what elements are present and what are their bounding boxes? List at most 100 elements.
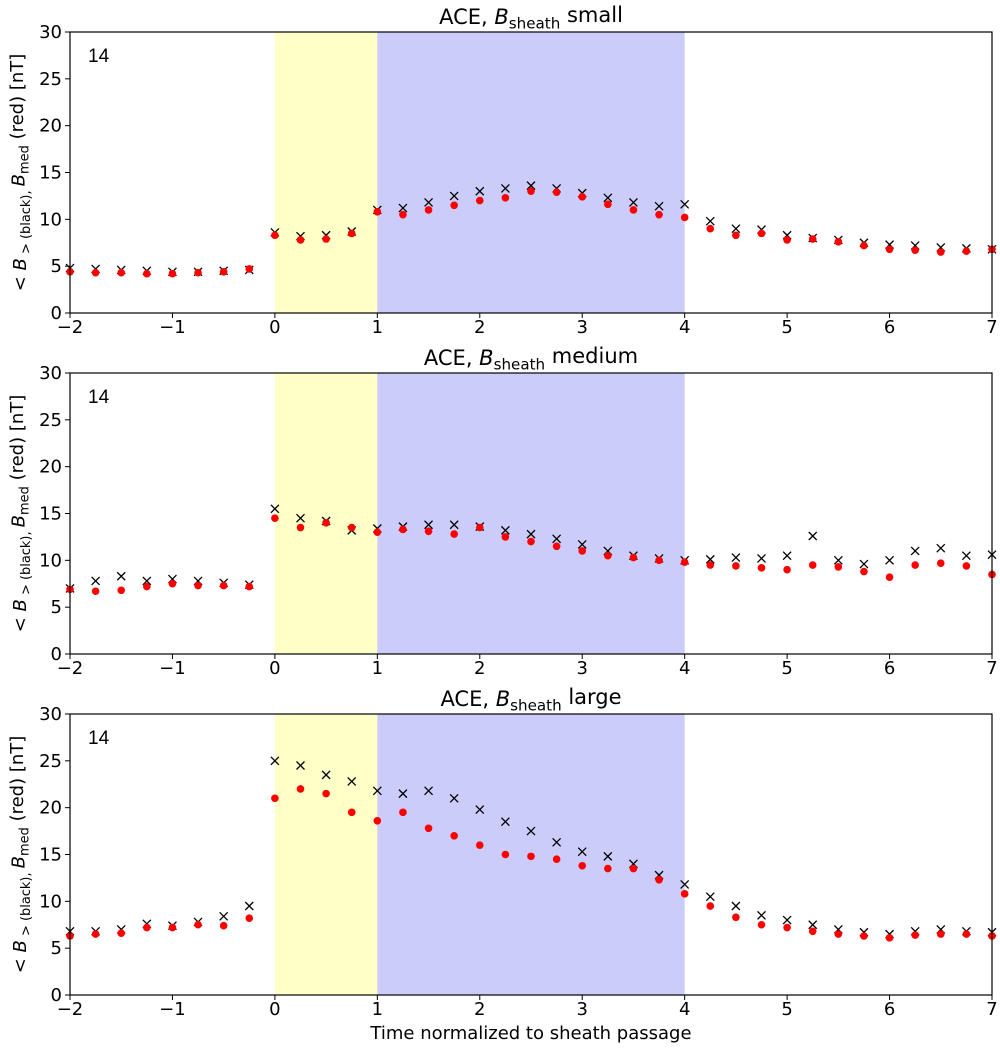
x-marker [654,201,664,211]
text-part: large [562,685,622,709]
dot-marker [757,229,766,238]
x-marker [142,576,152,586]
dot-marker [399,808,407,817]
y-axis-label: < B > (black), Bmed (red) [nT] [7,395,34,633]
x-marker [270,756,280,766]
dot-marker [194,920,202,929]
dot-marker [322,235,330,243]
dot-marker [655,210,663,219]
dot-marker [271,514,279,522]
y-tick-label: 5 [51,256,62,277]
x-marker [500,183,510,193]
text-part: B [8,174,29,186]
y-tick-label: 20 [39,798,62,819]
y-tick-label: 25 [39,751,62,772]
text-part: B [496,687,510,711]
x-tick-label: 7 [986,317,997,338]
dot-marker [732,231,740,240]
x-tick-label: 6 [884,658,895,679]
shaded-span [274,714,378,995]
dot-marker [527,187,535,196]
annotation: 14 [88,387,110,408]
dot-marker [527,537,535,546]
x-marker [757,554,766,563]
x-tick-label: 5 [781,317,792,338]
text-part: B [8,515,29,527]
dot-marker [143,269,151,278]
x-marker [859,559,869,569]
dot-marker [271,794,279,803]
panel: −2 −1 0 1 2 3 4 5 6 7 0 5 10 15 20 25 30 ACE, Bsheath sma… [7,3,998,338]
dot-marker [347,229,356,238]
dot-marker [885,573,894,581]
dot-marker [578,193,587,201]
dot-marker [399,525,407,534]
dot-marker [680,558,689,567]
y-tick-label: 20 [39,116,62,137]
dot-marker [296,785,305,793]
x-tick-label: 5 [781,658,792,679]
dot-marker [629,864,638,873]
text-part: B [494,5,508,29]
x-tick-label: 5 [781,999,792,1020]
x-tick-label: 0 [269,999,280,1020]
x-tick-label: 2 [474,658,485,679]
dot-marker [783,565,791,574]
dot-marker [962,562,971,570]
x-marker [398,789,408,799]
y-tick-label: 10 [39,891,62,912]
x-tick-label: 3 [576,317,587,338]
x-tick-label: 4 [679,317,690,338]
x-marker [321,770,331,780]
text-part: ACE, [440,687,495,711]
x-marker [782,551,792,561]
y-tick-label: 0 [51,985,62,1006]
annotation: 14 [88,46,110,67]
x-marker [244,901,254,911]
dot-marker [834,930,843,938]
dot-marker [578,861,587,870]
y-tick-label: 5 [51,597,62,618]
dot-marker [424,527,433,536]
x-marker [526,529,536,539]
dot-marker [296,236,305,244]
dot-marker [475,841,484,849]
x-marker [296,513,305,523]
dot-marker [808,561,817,569]
x-marker [628,198,638,207]
text-part: < [10,270,31,291]
text-part: < [10,611,31,632]
x-marker [500,525,510,535]
x-marker [885,555,895,565]
dot-marker [936,559,945,567]
dot-marker [501,193,510,202]
text-part: B [10,599,31,611]
x-marker [347,776,357,786]
dot-marker [885,245,894,254]
dot-marker [527,852,535,861]
x-marker [475,805,485,814]
dot-marker [578,547,587,555]
x-marker [424,786,434,796]
dot-marker [552,188,561,196]
x-marker [936,543,946,553]
dot-marker [168,579,177,588]
dot-marker [629,553,638,562]
y-tick-label: 30 [39,704,62,725]
dot-marker [424,206,433,214]
x-marker [116,571,126,581]
dot-marker [143,582,151,591]
dot-marker [962,930,971,938]
x-marker [449,191,459,201]
dot-marker [117,268,126,277]
dot-marker [501,533,510,541]
dot-marker [655,875,663,884]
y-tick-label: 0 [51,644,62,665]
dot-marker [680,890,689,898]
x-tick-label: 0 [269,658,280,679]
y-tick-label: 25 [39,69,62,90]
x-marker [705,554,715,564]
x-tick-label: 3 [576,999,587,1020]
text-part: (red) [nT] [7,54,28,145]
x-tick-label: 7 [986,999,997,1020]
